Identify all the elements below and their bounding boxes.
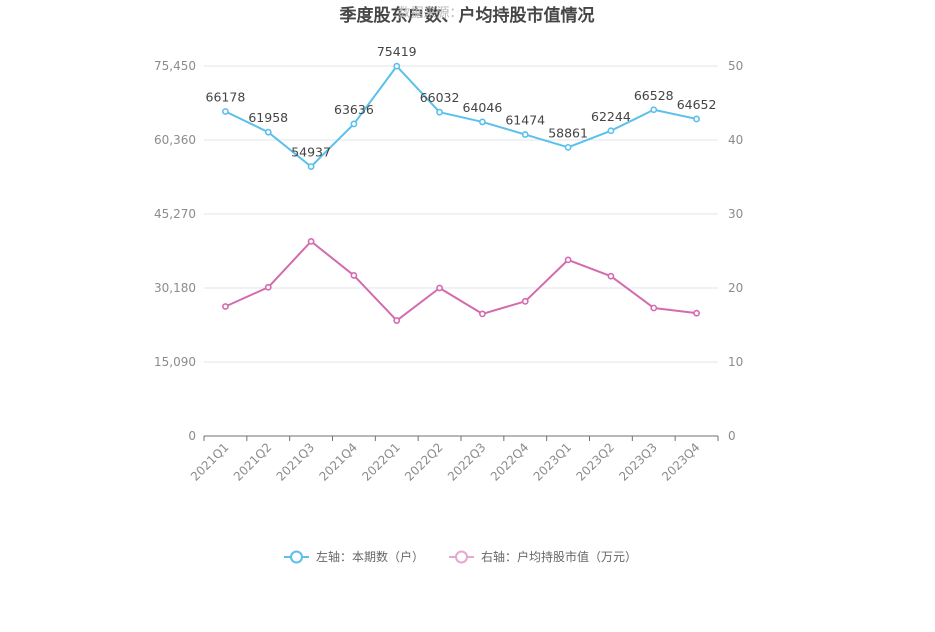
x-tick-label: 2021Q2 [231,440,275,484]
y-left-tick-label: 60,360 [154,133,196,147]
legend-item-0[interactable]: 左轴：本期数（户） [284,549,424,564]
series-1-point[interactable] [222,303,229,310]
series-0-point[interactable] [307,163,315,170]
data-label: 66528 [634,88,674,103]
series-0-point[interactable] [564,143,572,151]
legend[interactable]: 左轴：本期数（户） 右轴：户均持股市值（万元） [284,549,637,564]
data-label: 64046 [463,100,503,115]
axes: 0 0 15,090 10 30,180 20 45,270 30 60,360 40 75,450… [154,59,743,484]
series-1-point[interactable] [564,256,572,264]
legend-label: 左轴：本期数（户） [316,549,424,564]
series-layer [222,62,700,324]
data-label: 64652 [677,97,717,112]
y-right-tick-label: 50 [728,59,743,73]
chart-title: 季度股东户数、户均持股市值情况 [340,5,595,26]
data-label: 54937 [291,145,331,160]
y-left-tick-label: 75,450 [154,59,196,73]
series-1-point[interactable] [479,310,486,318]
y-left-tick-label: 0 [188,429,196,443]
series-0-point[interactable] [521,131,529,138]
x-tick-label: 2022Q2 [402,440,446,484]
y-right-tick-label: 20 [728,281,743,295]
series-1-point[interactable] [307,237,315,245]
series-1-point[interactable] [436,284,443,292]
x-tick-label: 2021Q3 [274,440,318,484]
data-label: 58861 [548,125,588,140]
legend-label: 右轴：户均持股市值（万元） [481,549,637,564]
series-0-point[interactable] [264,128,272,136]
series-0-point[interactable] [607,127,615,135]
legend-marker [455,550,468,564]
data-label: 75419 [377,44,417,59]
y-left-tick-label: 15,090 [154,355,196,369]
x-tick-label: 2021Q1 [188,440,232,484]
series-0-point[interactable] [350,120,358,128]
x-tick-label: 2021Q4 [316,440,360,484]
y-right-tick-label: 10 [728,355,743,369]
series-line-0 [224,65,697,168]
series-1-point[interactable] [393,317,401,324]
x-tick-label: 2022Q4 [488,440,532,484]
series-line-1 [225,240,697,322]
legend-marker [290,550,303,564]
y-right-tick-label: 30 [728,207,743,221]
series-1-point[interactable] [693,309,700,317]
series-0-point[interactable] [479,118,486,126]
grid [204,65,718,363]
data-label: 62244 [591,109,631,124]
x-tick-label: 2022Q1 [359,440,403,484]
data-label: 66032 [420,90,460,105]
x-tick-label: 2023Q3 [616,440,660,484]
y-right-tick-label: 0 [728,429,736,443]
data-label: 61958 [248,110,288,125]
series-0-point[interactable] [393,62,401,70]
series-0-point[interactable] [436,108,443,116]
watermark: 数据来源： [397,6,462,21]
series-1-point[interactable] [264,283,272,291]
series-1-point[interactable] [350,272,358,279]
y-right-tick-label: 40 [728,133,743,147]
data-label: 61474 [505,113,545,128]
data-label: 63636 [334,102,374,117]
series-1-point[interactable] [521,297,529,305]
series-1-point[interactable] [650,304,658,312]
series-0-point[interactable] [693,115,700,123]
x-tick-label: 2023Q2 [573,440,617,484]
x-tick-label: 2023Q1 [531,440,575,484]
legend-item-1[interactable]: 右轴：户均持股市值（万元） [449,549,637,564]
y-left-tick-label: 45,270 [154,207,196,221]
data-label: 66178 [206,89,246,104]
series-0-point[interactable] [650,106,658,114]
x-tick-label: 2022Q3 [445,440,489,484]
series-0-point[interactable] [222,108,229,115]
series-1-point[interactable] [607,272,615,280]
y-left-tick-label: 30,180 [154,281,196,295]
x-tick-label: 2023Q4 [659,440,703,484]
